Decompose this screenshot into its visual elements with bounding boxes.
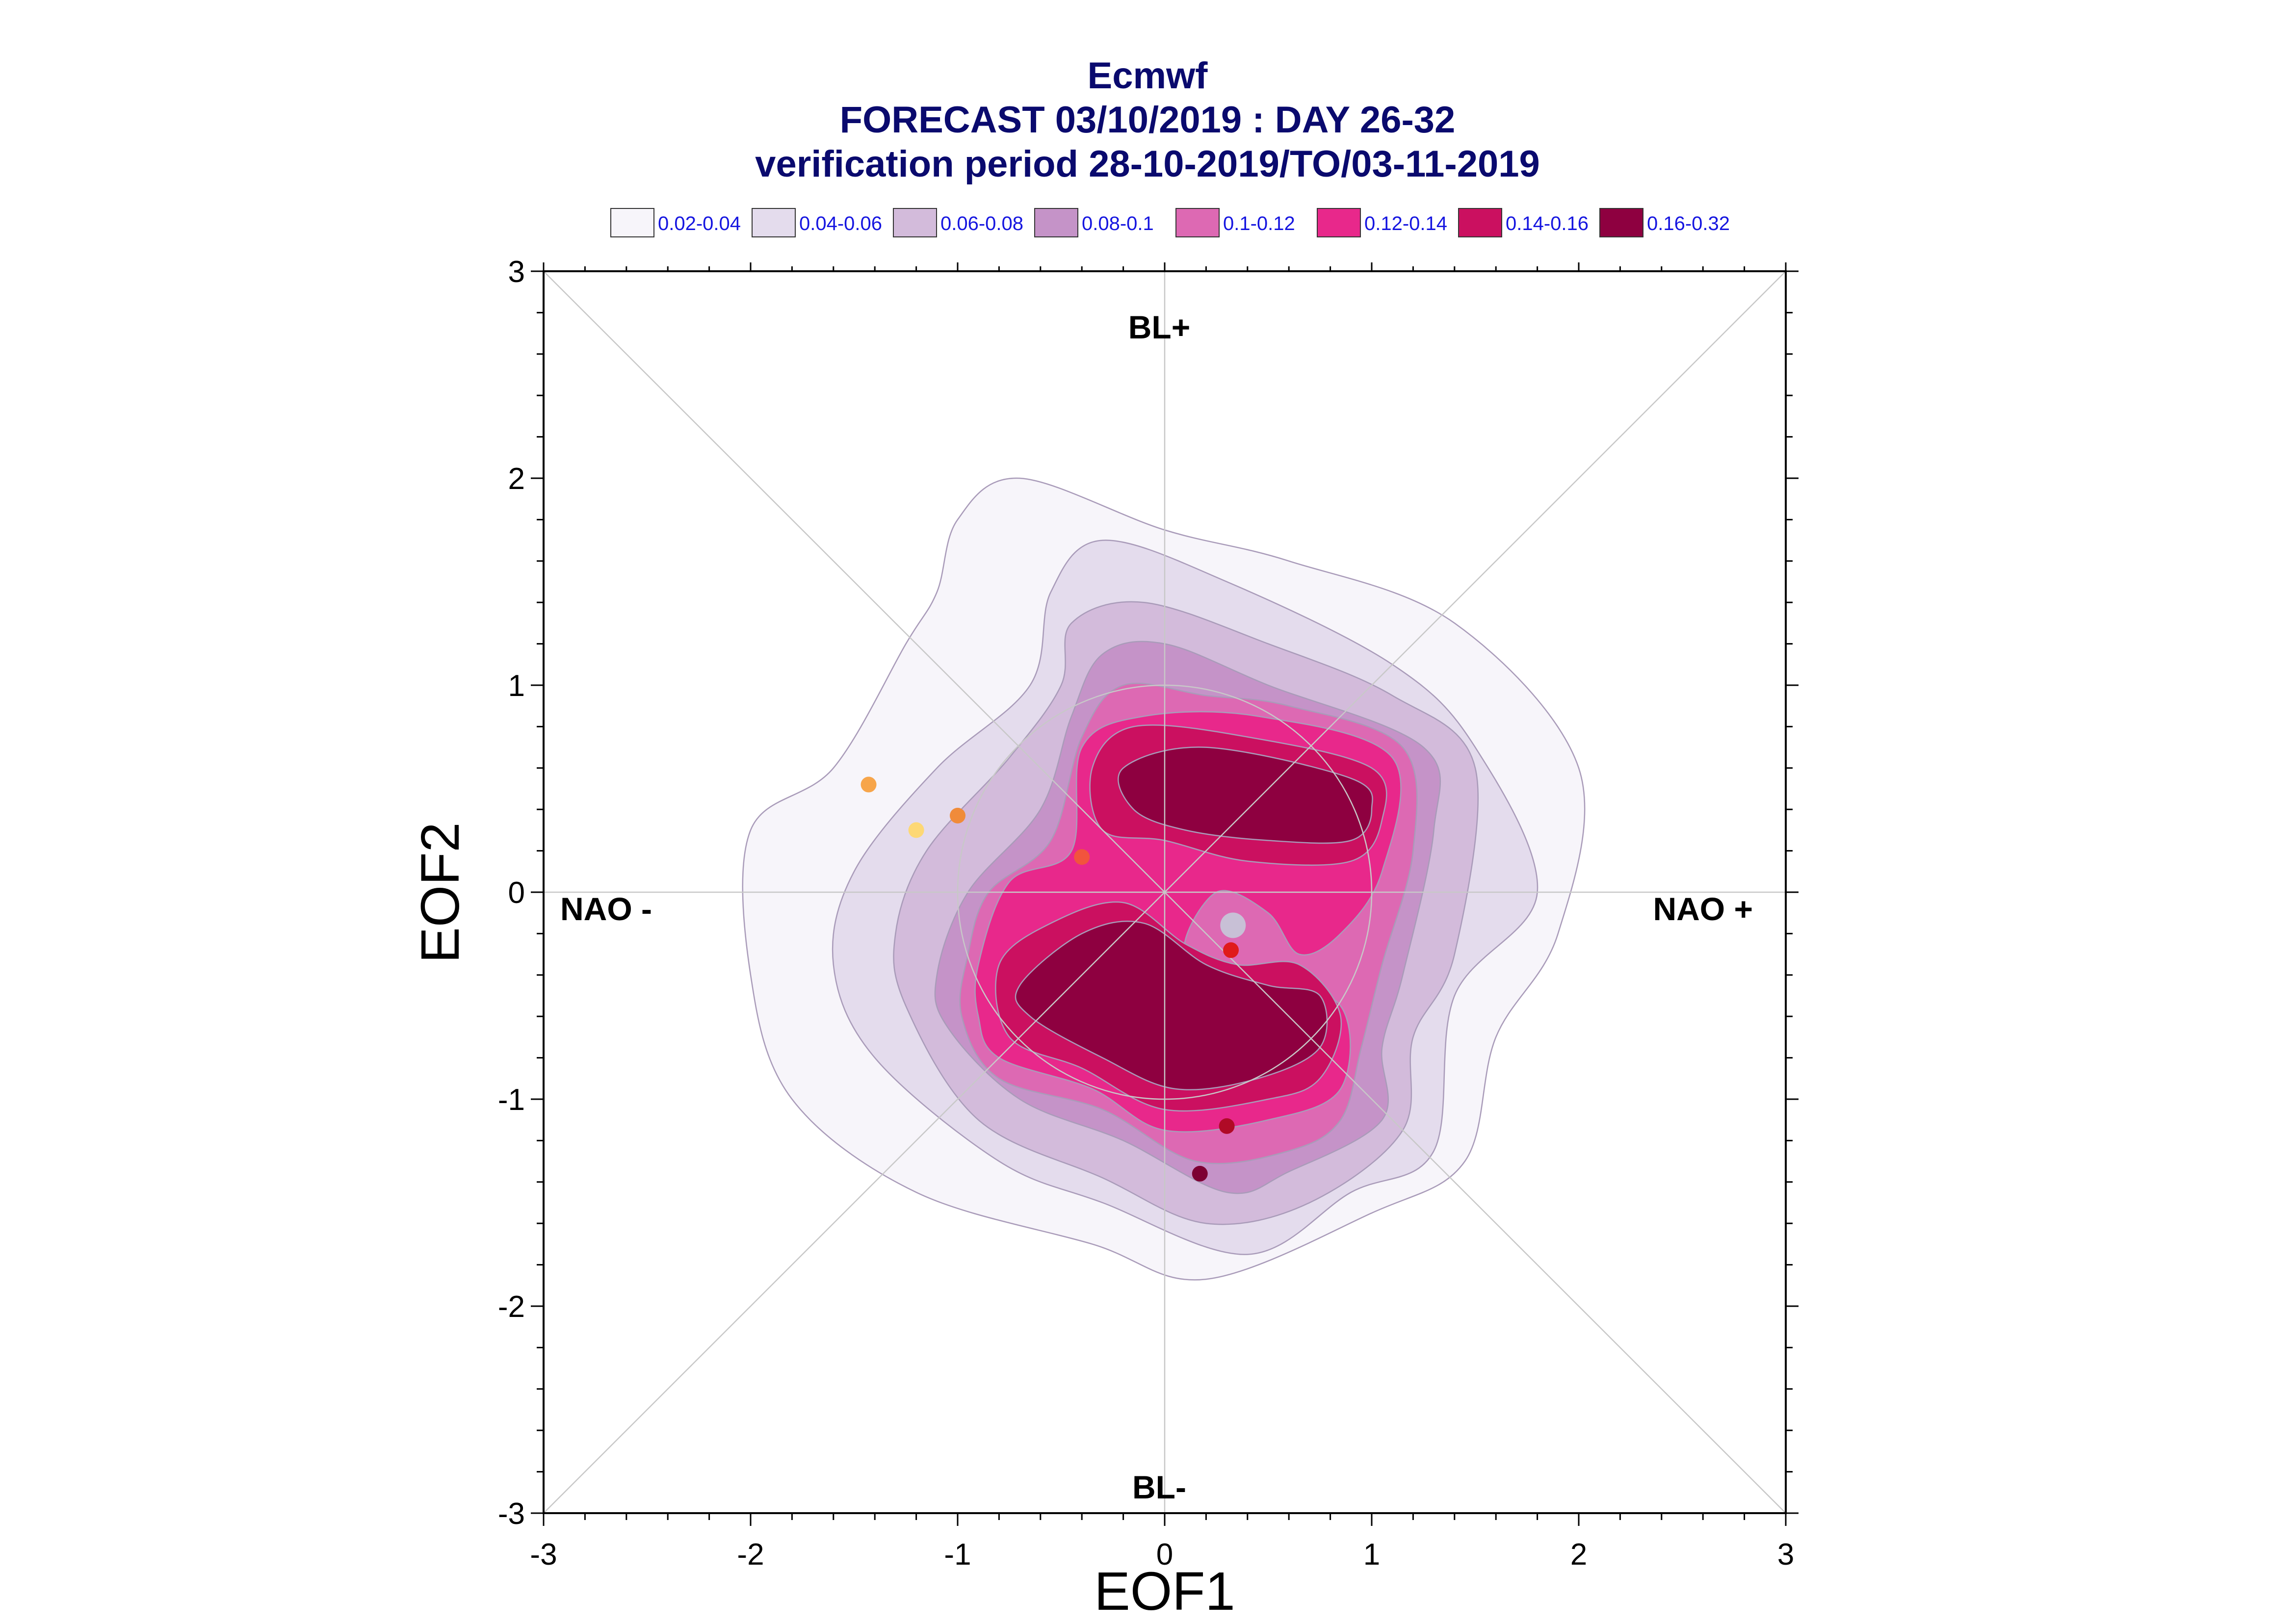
legend-label: 0.08-0.1 xyxy=(1082,213,1154,234)
legend-swatch xyxy=(752,208,796,237)
x-tick-label: 2 xyxy=(1570,1538,1587,1572)
legend-label: 0.14-0.16 xyxy=(1506,213,1589,234)
legend-swatch xyxy=(893,208,937,237)
x-tick-label: 1 xyxy=(1363,1538,1380,1572)
y-axis-title: EOF2 xyxy=(410,822,470,963)
member-point-3 xyxy=(1074,849,1090,865)
x-tick-label: -1 xyxy=(944,1538,971,1572)
regime-label-bl-minus: BL- xyxy=(1132,1469,1186,1505)
legend-label: 0.12-0.14 xyxy=(1364,213,1447,234)
guide-lines xyxy=(543,271,1786,1514)
legend-item: 0.12-0.14 xyxy=(1317,208,1447,237)
legend-swatch xyxy=(1599,208,1643,237)
legend-item: 0.1-0.12 xyxy=(1175,208,1295,237)
member-point-4 xyxy=(1223,942,1239,958)
title-line-1: Ecmwf xyxy=(1088,55,1208,97)
legend-item: 0.06-0.08 xyxy=(893,208,1023,237)
legend-item: 0.08-0.1 xyxy=(1034,208,1154,237)
legend: 0.02-0.04 0.04-0.06 0.06-0.08 0.08-0.1 0.1-0… xyxy=(610,208,1730,237)
y-tick-label: 3 xyxy=(508,255,525,289)
labels: BL+ BL- NAO - NAO + EOF1 EOF2 xyxy=(410,309,1753,1622)
title-line-3: verification period 28-10-2019/TO/03-11-… xyxy=(755,143,1540,185)
x-tick-label: -2 xyxy=(737,1538,764,1572)
legend-item: 0.16-0.32 xyxy=(1599,208,1730,237)
regime-label-nao-plus: NAO + xyxy=(1653,891,1753,927)
legend-label: 0.02-0.04 xyxy=(658,213,741,234)
legend-item: 0.02-0.04 xyxy=(610,208,741,237)
unit-circle xyxy=(957,684,1373,1100)
ensemble-mean-marker xyxy=(1220,912,1246,938)
legend-item: 0.04-0.06 xyxy=(752,208,882,237)
y-tick-label: 0 xyxy=(508,876,525,910)
regime-label-nao-minus: NAO - xyxy=(560,891,652,927)
y-tick-label: 2 xyxy=(508,462,525,496)
legend-label: 0.04-0.06 xyxy=(799,213,882,234)
x-tick-label: 0 xyxy=(1156,1538,1173,1572)
plot-area: -3 -2 -1 0 1 2 3 3 2 1 0 -1 -2 -3 xyxy=(498,255,1799,1572)
legend-swatch xyxy=(1458,208,1502,237)
axis-ticks: -3 -2 -1 0 1 2 3 3 2 1 0 -1 -2 -3 xyxy=(498,255,1799,1572)
legend-label: 0.1-0.12 xyxy=(1223,213,1295,234)
member-points xyxy=(861,776,1246,1182)
y-tick-label: -1 xyxy=(498,1083,525,1117)
member-point-2 xyxy=(950,807,965,824)
legend-label: 0.06-0.08 xyxy=(940,213,1023,234)
contour-0_16-0_32-9 xyxy=(1118,747,1373,844)
legend-swatch xyxy=(1034,208,1078,237)
legend-swatch xyxy=(610,208,654,237)
legend-label: 0.16-0.32 xyxy=(1647,213,1730,234)
y-tick-label: -3 xyxy=(498,1497,525,1531)
y-tick-label: -2 xyxy=(498,1290,525,1324)
y-tick-label: 1 xyxy=(508,669,525,703)
legend-item: 0.14-0.16 xyxy=(1458,208,1589,237)
member-point-0 xyxy=(861,776,877,793)
regime-label-bl-plus: BL+ xyxy=(1128,309,1191,345)
x-axis-title: EOF1 xyxy=(1094,1561,1235,1622)
member-point-5 xyxy=(1219,1118,1235,1134)
chart-title: Ecmwf FORECAST 03/10/2019 : DAY 26-32 ve… xyxy=(755,55,1540,185)
member-point-1 xyxy=(908,822,924,838)
x-tick-label: 3 xyxy=(1777,1538,1794,1572)
title-line-2: FORECAST 03/10/2019 : DAY 26-32 xyxy=(840,99,1456,141)
legend-swatch xyxy=(1175,208,1220,237)
legend-swatch xyxy=(1317,208,1361,237)
member-point-6 xyxy=(1192,1165,1208,1182)
x-tick-label: -3 xyxy=(530,1538,557,1572)
